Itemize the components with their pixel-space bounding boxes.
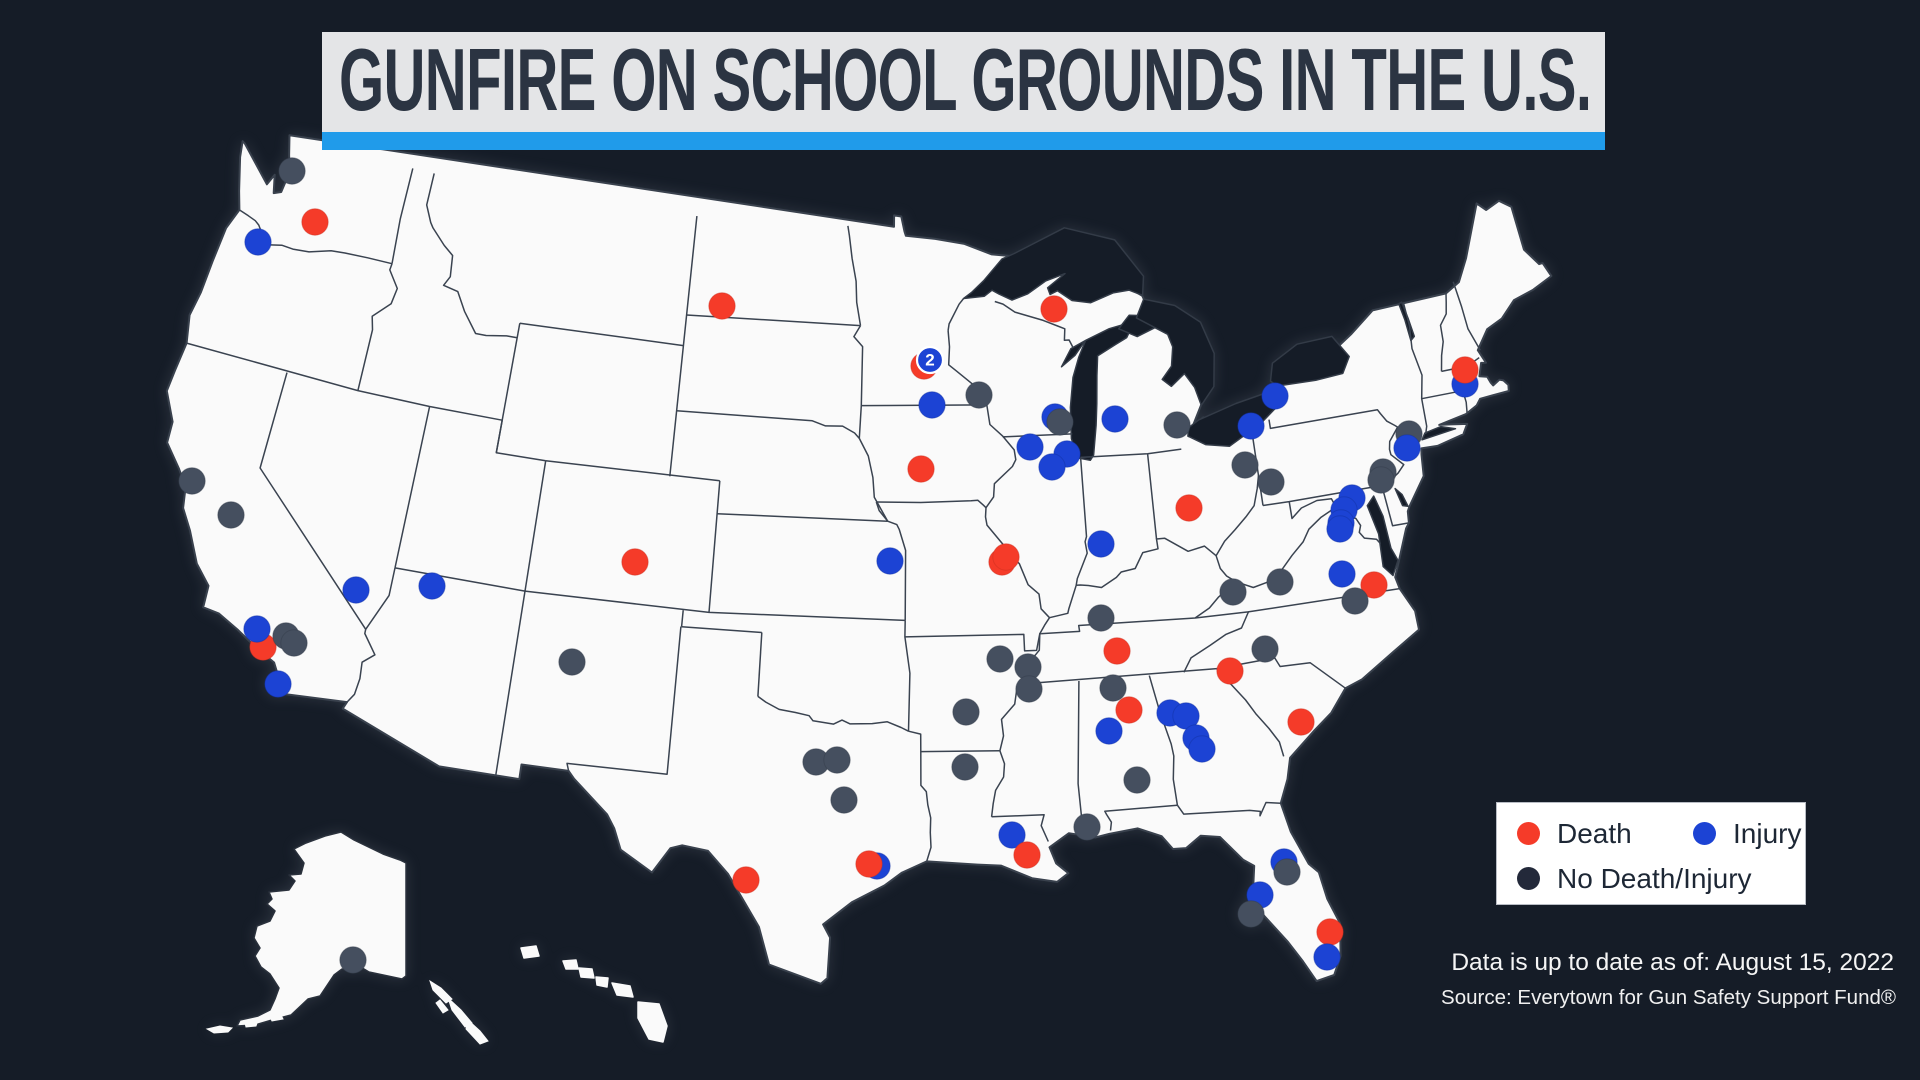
- svg-text:2: 2: [925, 351, 934, 370]
